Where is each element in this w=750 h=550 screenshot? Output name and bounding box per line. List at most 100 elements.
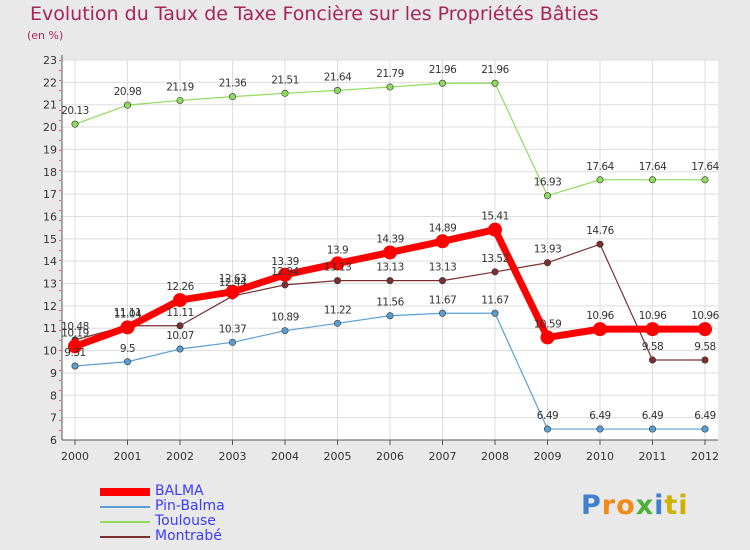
- data-point: [491, 309, 499, 317]
- data-label: 13.9: [327, 244, 348, 256]
- legend-label: BALMA: [155, 483, 204, 499]
- y-tick-label: 8: [50, 389, 57, 402]
- x-tick-label: 2012: [691, 450, 719, 463]
- data-label: 10.37: [219, 323, 247, 335]
- data-point: [71, 120, 79, 128]
- legend-item-montrabé: Montrabé: [100, 528, 300, 545]
- data-point: [176, 96, 184, 104]
- data-point: [281, 89, 289, 97]
- data-point: [173, 293, 187, 308]
- logo-letter: r: [601, 490, 617, 521]
- data-point: [386, 277, 394, 285]
- data-point: [333, 319, 341, 327]
- data-point: [435, 234, 450, 249]
- data-label: 6.49: [642, 410, 663, 422]
- data-label: 11.04: [114, 308, 142, 320]
- data-point: [491, 268, 499, 276]
- y-tick-label: 10: [43, 345, 57, 358]
- data-point: [488, 222, 502, 237]
- data-label: 14.89: [429, 222, 457, 234]
- data-label: 14.39: [376, 233, 404, 245]
- proxiti-logo: Proxiti: [581, 490, 689, 521]
- x-tick-label: 2008: [481, 450, 509, 463]
- legend-swatch: [100, 506, 150, 508]
- data-label: 10.19: [61, 327, 89, 339]
- data-point: [438, 309, 446, 317]
- data-point: [120, 320, 135, 335]
- y-tick-label: 6: [50, 434, 57, 447]
- data-point: [648, 356, 656, 364]
- data-label: 13.13: [429, 262, 457, 274]
- data-label: 21.51: [271, 74, 299, 86]
- data-label: 12.63: [219, 273, 247, 285]
- chart-title: Evolution du Taux de Taxe Foncière sur l…: [30, 3, 599, 25]
- y-tick-label: 7: [50, 412, 57, 425]
- x-tick-label: 2005: [324, 450, 352, 463]
- data-point: [176, 345, 184, 353]
- data-point: [543, 259, 551, 267]
- data-point: [278, 267, 292, 282]
- data-point: [438, 277, 446, 285]
- data-point: [281, 327, 289, 335]
- legend-label: Pin-Balma: [155, 498, 225, 514]
- data-label: 15.41: [481, 211, 509, 223]
- data-label: 11.56: [376, 297, 404, 309]
- x-tick-label: 2007: [429, 450, 457, 463]
- data-point: [540, 330, 555, 345]
- data-label: 17.64: [639, 161, 667, 173]
- logo-letter: i: [654, 490, 665, 521]
- data-point: [543, 425, 551, 433]
- data-point: [648, 425, 656, 433]
- data-point: [648, 176, 656, 184]
- logo-letter: P: [581, 490, 602, 521]
- legend-swatch: [100, 536, 150, 538]
- data-point: [645, 322, 660, 337]
- x-tick-label: 2001: [114, 450, 142, 463]
- data-point: [71, 362, 79, 370]
- data-label: 14.76: [586, 225, 614, 237]
- y-tick-label: 16: [43, 210, 57, 223]
- data-label: 9.31: [64, 347, 85, 359]
- data-label: 17.64: [691, 161, 719, 173]
- data-label: 11.67: [429, 294, 457, 306]
- legend-item-pin-balma: Pin-Balma: [100, 498, 300, 515]
- data-label: 10.48: [61, 321, 89, 333]
- data-point: [596, 240, 604, 248]
- y-tick-label: 19: [43, 143, 57, 156]
- data-label: 21.96: [481, 64, 509, 76]
- data-point: [386, 312, 394, 320]
- x-tick-label: 2006: [376, 450, 404, 463]
- data-label: 11.67: [481, 294, 509, 306]
- data-label: 11.22: [324, 304, 352, 316]
- data-label: 12.26: [166, 281, 194, 293]
- data-point: [593, 322, 607, 337]
- data-label: 10.07: [166, 330, 194, 342]
- y-tick-label: 22: [43, 76, 57, 89]
- data-label: 16.93: [534, 177, 562, 189]
- data-point: [281, 281, 289, 289]
- data-point: [701, 425, 709, 433]
- data-label: 17.64: [586, 161, 614, 173]
- data-label: 21.79: [376, 68, 404, 80]
- legend-swatch: [100, 488, 150, 496]
- x-tick-label: 2002: [166, 450, 194, 463]
- data-point: [176, 322, 184, 330]
- y-tick-label: 12: [43, 300, 57, 313]
- data-point: [124, 101, 132, 109]
- legend-label: Toulouse: [155, 513, 216, 529]
- data-point: [333, 277, 341, 285]
- x-tick-label: 2004: [271, 450, 299, 463]
- data-label: 10.96: [691, 310, 719, 322]
- data-label: 21.19: [166, 81, 194, 93]
- data-label: 9.58: [694, 341, 715, 353]
- data-label: 13.52: [481, 253, 509, 265]
- y-tick-label: 14: [43, 255, 57, 268]
- legend-label: Montrabé: [155, 528, 222, 544]
- x-tick-label: 2003: [219, 450, 247, 463]
- data-point: [225, 284, 240, 299]
- logo-letter: x: [635, 490, 655, 521]
- data-point: [543, 192, 551, 200]
- data-point: [383, 245, 397, 260]
- legend-swatch: [100, 521, 150, 523]
- data-point: [333, 86, 341, 94]
